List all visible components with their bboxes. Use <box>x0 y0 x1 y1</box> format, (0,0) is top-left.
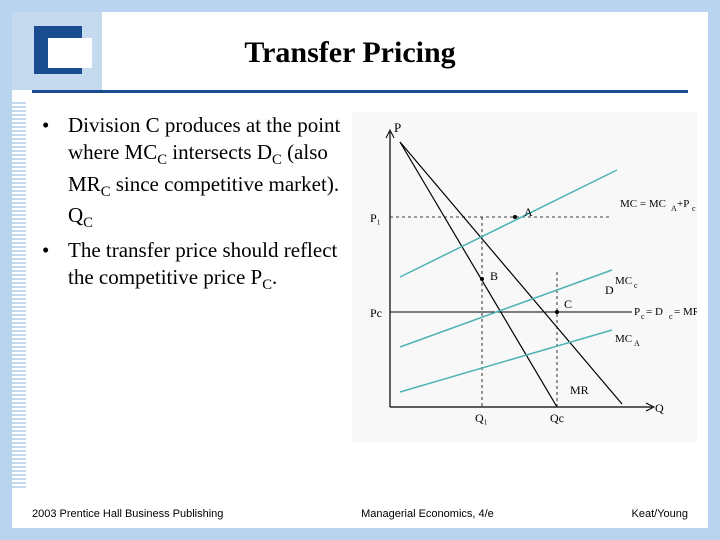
bullet-text-1: Division C produces at the point where M… <box>68 112 352 233</box>
svg-text:+P: +P <box>677 198 689 210</box>
svg-text:MR: MR <box>570 383 589 397</box>
bullet-item: • Division C produces at the point where… <box>42 112 352 233</box>
svg-text:MC = MC: MC = MC <box>620 198 666 210</box>
svg-text:A: A <box>524 205 533 219</box>
footer-center: Managerial Economics, 4/e <box>361 508 494 520</box>
svg-text:c: c <box>669 312 673 321</box>
bullet-marker: • <box>42 112 68 233</box>
slide-container: Transfer Pricing • Division C produces a… <box>12 12 708 528</box>
svg-text:Q₁: Q₁ <box>475 411 488 425</box>
svg-text:MC: MC <box>615 333 632 345</box>
svg-text:D: D <box>605 283 614 297</box>
left-stripe <box>12 102 26 488</box>
footer: 2003 Prentice Hall Business Publishing M… <box>32 508 688 520</box>
svg-text:= MR: = MR <box>674 306 697 318</box>
svg-text:C: C <box>564 297 572 311</box>
footer-right: Keat/Young <box>632 508 688 520</box>
svg-text:c: c <box>634 281 638 290</box>
svg-text:P: P <box>634 306 640 318</box>
slide-title: Transfer Pricing <box>12 36 688 70</box>
bullet-marker: • <box>42 237 68 296</box>
svg-text:A: A <box>634 339 640 348</box>
bullet-item: • The transfer price should reflect the … <box>42 237 352 296</box>
svg-text:B: B <box>490 269 498 283</box>
svg-text:P₁: P₁ <box>370 211 381 225</box>
bullet-text-2: The transfer price should reflect the co… <box>68 237 352 296</box>
title-underline <box>32 90 688 93</box>
svg-text:MC: MC <box>615 275 632 287</box>
economics-diagram: P P₁ Pc Q₁ Qc Q A B C D MC = MC A +P c M… <box>352 112 697 442</box>
svg-text:c: c <box>692 204 696 213</box>
svg-text:Q: Q <box>655 401 664 415</box>
svg-text:P: P <box>394 120 401 135</box>
svg-text:= D: = D <box>646 306 663 318</box>
svg-text:Pc: Pc <box>370 306 382 320</box>
diagram-svg: P P₁ Pc Q₁ Qc Q A B C D MC = MC A +P c M… <box>352 112 697 442</box>
svg-text:c: c <box>641 312 645 321</box>
footer-left: 2003 Prentice Hall Business Publishing <box>32 508 223 520</box>
svg-text:Qc: Qc <box>550 411 564 425</box>
bullet-list: • Division C produces at the point where… <box>42 112 352 300</box>
